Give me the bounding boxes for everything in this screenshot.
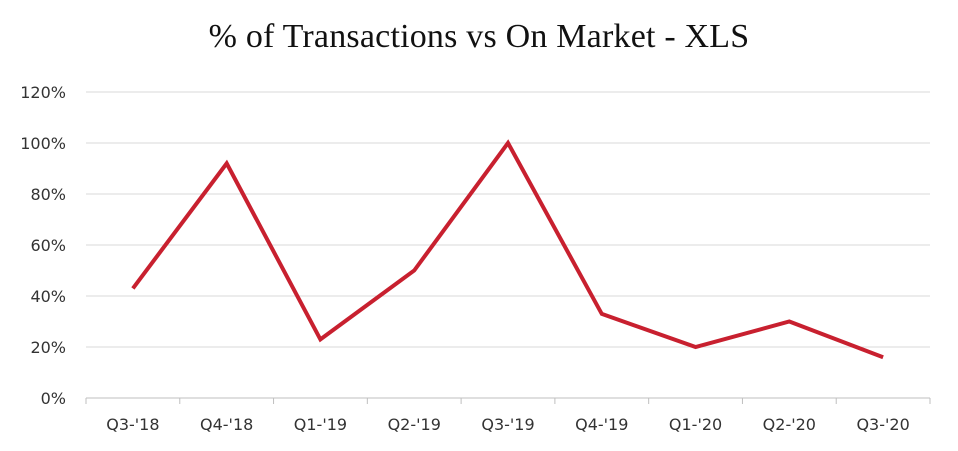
y-tick-label: 100% <box>20 134 66 153</box>
x-tick-label: Q3-'20 <box>856 415 909 434</box>
y-tick-label: 20% <box>30 338 66 357</box>
x-tick-label: Q3-'19 <box>481 415 534 434</box>
y-axis: 0% 20% 40% 60% 80% 100% 120% <box>20 83 66 408</box>
y-tick-label: 0% <box>41 389 66 408</box>
x-tick-label: Q2-'19 <box>388 415 441 434</box>
y-tick-label: 60% <box>30 236 66 255</box>
gridlines <box>86 91 930 348</box>
x-tick-label: Q4-'19 <box>575 415 628 434</box>
x-tick-label: Q3-'18 <box>106 415 159 434</box>
series-layer <box>131 139 884 360</box>
y-tick-label: 120% <box>20 83 66 102</box>
x-tick-label: Q4-'18 <box>200 415 253 434</box>
chart-title: % of Transactions vs On Market - XLS <box>208 18 750 55</box>
x-axis: Q3-'18 Q4-'18 Q1-'19 Q2-'19 Q3-'19 Q4-'19 Q1-'… <box>85 397 931 434</box>
y-tick-label: 80% <box>30 185 66 204</box>
y-tick-label: 40% <box>30 287 66 306</box>
x-tick-label: Q2-'20 <box>763 415 816 434</box>
series-line <box>131 139 884 360</box>
x-tick-label: Q1-'20 <box>669 415 722 434</box>
x-tick-label: Q1-'19 <box>294 415 347 434</box>
